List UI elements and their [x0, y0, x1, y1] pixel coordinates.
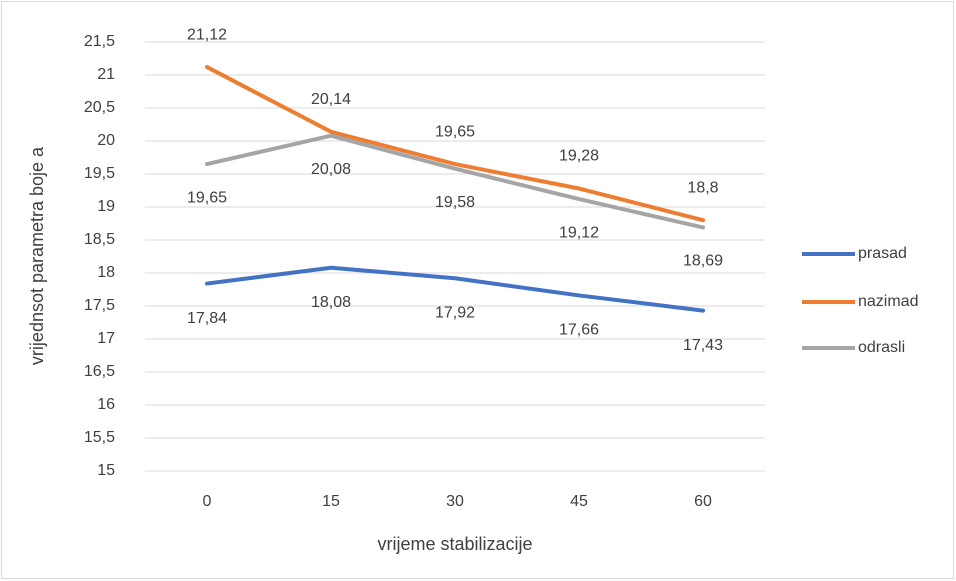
x-tick-label: 0 — [203, 493, 212, 510]
y-tick-label: 17,5 — [84, 297, 115, 314]
data-label: 17,43 — [683, 337, 723, 354]
x-tick-label: 15 — [322, 493, 340, 510]
y-tick-label: 20 — [97, 132, 115, 149]
y-tick-label: 19,5 — [84, 165, 115, 182]
series-line — [205, 265, 705, 313]
data-label: 21,12 — [187, 26, 227, 43]
series-line — [205, 133, 705, 230]
y-tick-label: 20,5 — [84, 99, 115, 116]
y-axis-title: vrijednsot parametra boje a — [27, 146, 47, 365]
y-tick-label: 19 — [97, 198, 115, 215]
y-tick-label: 18 — [97, 264, 115, 281]
legend-label: prasad — [858, 245, 907, 262]
y-tick-label: 15,5 — [84, 429, 115, 446]
y-tick-label: 16,5 — [84, 363, 115, 380]
data-label: 18,08 — [311, 294, 351, 311]
y-tick-label: 16 — [97, 396, 115, 413]
y-tick-label: 17 — [97, 330, 115, 347]
legend-label: nazimad — [858, 293, 918, 310]
x-tick-label: 30 — [446, 493, 464, 510]
series-line — [205, 65, 705, 223]
data-label: 17,84 — [187, 310, 227, 327]
data-label: 19,28 — [559, 148, 599, 165]
data-label: 19,12 — [559, 224, 599, 241]
y-tick-label: 21,5 — [84, 33, 115, 50]
y-tick-label: 21 — [97, 66, 115, 83]
data-label: 18,69 — [683, 253, 723, 270]
legend-label: odrasli — [858, 339, 905, 356]
data-label: 20,08 — [311, 161, 351, 178]
x-tick-label: 60 — [694, 493, 712, 510]
data-label: 19,58 — [435, 194, 475, 211]
y-tick-label: 18,5 — [84, 231, 115, 248]
data-label: 19,65 — [187, 189, 227, 206]
data-label: 18,8 — [687, 179, 718, 196]
data-label: 20,14 — [311, 91, 351, 108]
data-label: 19,65 — [435, 123, 475, 140]
data-label: 17,92 — [435, 304, 475, 321]
data-label: 17,66 — [559, 322, 599, 339]
y-tick-label: 15 — [97, 462, 115, 479]
x-tick-label: 45 — [570, 493, 588, 510]
x-axis-title: vrijeme stabilizacije — [377, 534, 532, 554]
